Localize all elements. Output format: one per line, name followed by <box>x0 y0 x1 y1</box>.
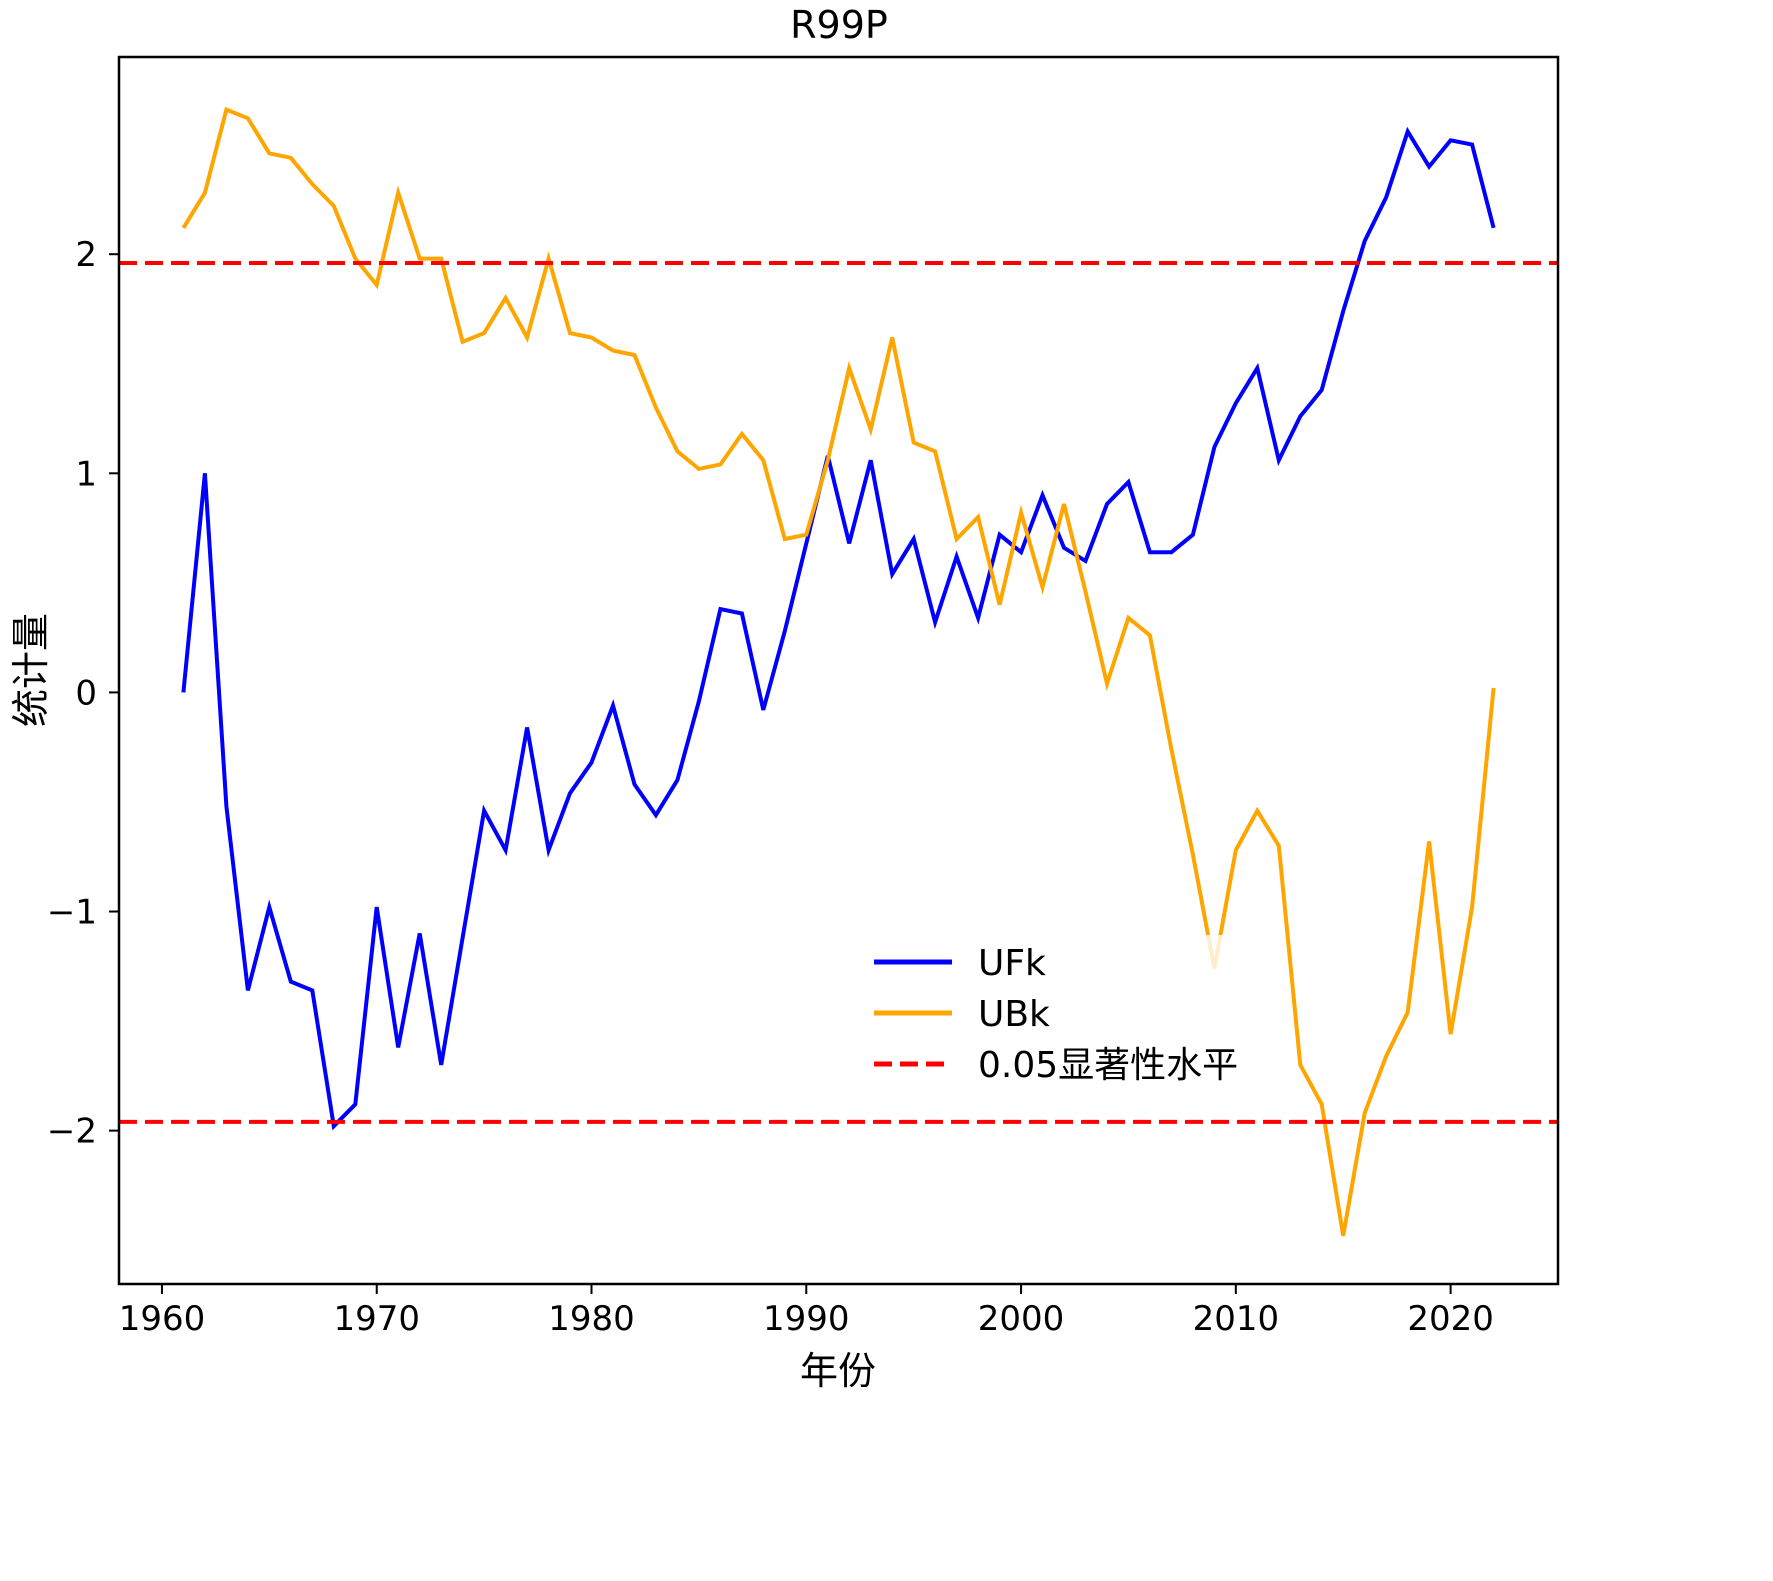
plot-frame <box>117 55 1560 1286</box>
x-axis-title: 年份 <box>800 1349 876 1393</box>
y-tick-label: 1 <box>75 454 97 494</box>
y-tick-label: 2 <box>75 235 97 275</box>
x-tick-label: 1960 <box>119 1299 206 1339</box>
legend-label-significance: 0.05显著性水平 <box>978 1045 1238 1086</box>
x-tick-label: 2000 <box>978 1299 1065 1339</box>
legend-label-ufk: UFk <box>978 943 1046 984</box>
x-tick-label: 1980 <box>548 1299 635 1339</box>
legend: UFk UBk 0.05显著性水平 <box>858 935 1258 1095</box>
x-axis-ticks: 1960 1970 1980 1990 2000 2010 2020 <box>119 1284 1494 1339</box>
series-line-ubk <box>181 106 1496 1237</box>
y-tick-label: −1 <box>47 893 97 933</box>
chart-title: R99P <box>790 3 888 47</box>
x-tick-label: 1970 <box>333 1299 420 1339</box>
y-tick-label: −2 <box>47 1112 97 1152</box>
y-tick-label: 0 <box>75 673 97 713</box>
legend-label-ubk: UBk <box>978 994 1050 1035</box>
plot-area <box>119 106 1558 1237</box>
x-tick-label: 1990 <box>763 1299 850 1339</box>
series-line-ufk <box>181 126 1496 1131</box>
y-axis-title: 统计量 <box>9 613 53 727</box>
x-tick-label: 2010 <box>1193 1299 1280 1339</box>
y-axis-ticks: −2 −1 0 1 2 <box>47 235 119 1152</box>
x-tick-label: 2020 <box>1407 1299 1494 1339</box>
